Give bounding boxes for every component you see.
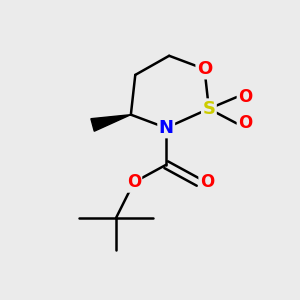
- Text: O: O: [238, 115, 252, 133]
- Text: N: N: [159, 119, 174, 137]
- Text: O: O: [238, 88, 252, 106]
- Text: O: O: [197, 60, 212, 78]
- Polygon shape: [91, 115, 131, 131]
- Text: O: O: [127, 173, 141, 191]
- Text: S: S: [202, 100, 215, 118]
- Text: O: O: [200, 173, 214, 191]
